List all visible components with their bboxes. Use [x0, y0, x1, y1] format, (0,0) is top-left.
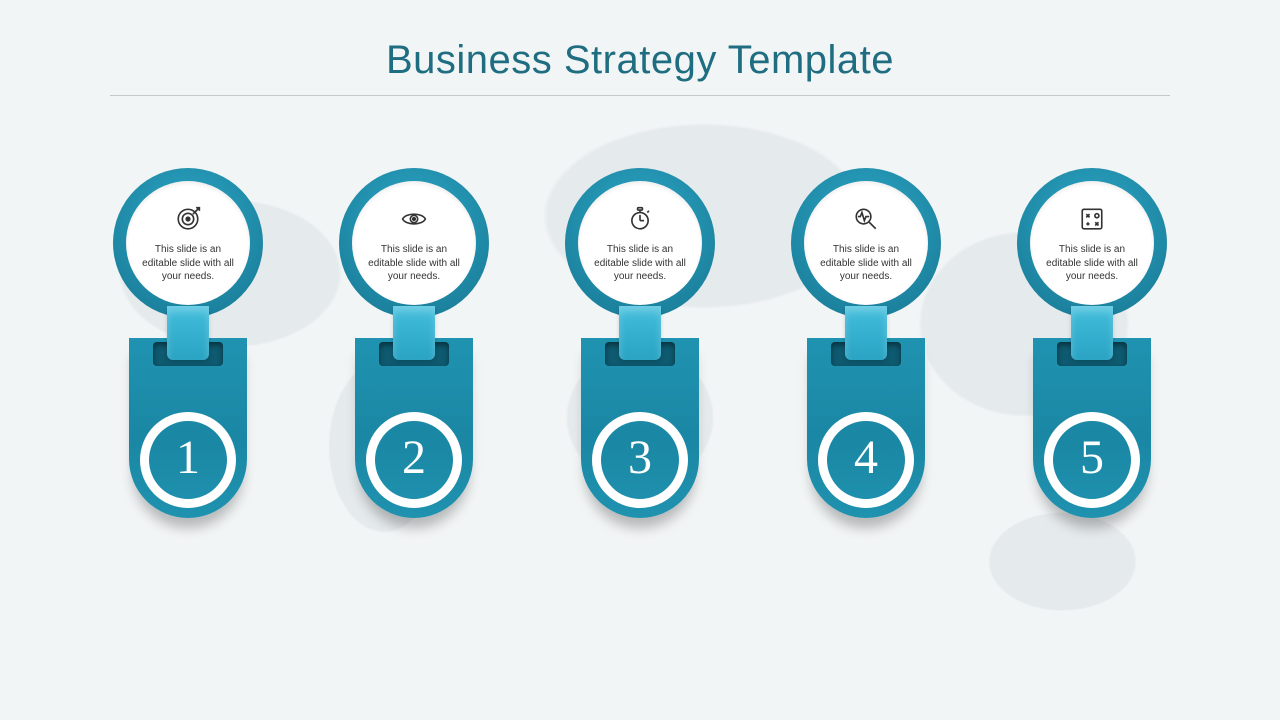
step-1-circle: This slide is an editable slide with all… — [113, 168, 263, 318]
stopwatch-icon — [627, 206, 653, 237]
step-3-number: 3 — [628, 434, 652, 482]
step-2-circle-inner: This slide is an editable slide with all… — [352, 181, 476, 305]
step-2-stem — [393, 306, 435, 360]
step-2-description: This slide is an editable slide with all… — [366, 243, 462, 284]
magnifier-pulse-icon — [853, 206, 879, 237]
step-4-description: This slide is an editable slide with all… — [818, 243, 914, 284]
step-5-stem — [1071, 306, 1113, 360]
page-title: Business Strategy Template — [0, 38, 1280, 83]
step-5-circle-inner: This slide is an editable slide with all… — [1030, 181, 1154, 305]
step-1: This slide is an editable slide with all… — [113, 168, 263, 318]
step-3-circle: This slide is an editable slide with all… — [565, 168, 715, 318]
steps-row: This slide is an editable slide with all… — [0, 168, 1280, 318]
step-5: This slide is an editable slide with all… — [1017, 168, 1167, 318]
step-5-description: This slide is an editable slide with all… — [1044, 243, 1140, 284]
step-2: This slide is an editable slide with all… — [339, 168, 489, 318]
step-4-number-ring: 4 — [818, 412, 914, 508]
strategy-board-icon — [1079, 206, 1105, 237]
step-3-circle-inner: This slide is an editable slide with all… — [578, 181, 702, 305]
step-2-number-ring: 2 — [366, 412, 462, 508]
step-3: This slide is an editable slide with all… — [565, 168, 715, 318]
step-4-number: 4 — [854, 434, 878, 482]
step-3-number-ring: 3 — [592, 412, 688, 508]
step-5-number: 5 — [1080, 434, 1104, 482]
step-3-stem — [619, 306, 661, 360]
step-1-description: This slide is an editable slide with all… — [140, 243, 236, 284]
step-2-circle: This slide is an editable slide with all… — [339, 168, 489, 318]
step-5-circle: This slide is an editable slide with all… — [1017, 168, 1167, 318]
step-1-stem — [167, 306, 209, 360]
title-underline — [110, 95, 1170, 96]
step-1-number-ring: 1 — [140, 412, 236, 508]
step-2-number: 2 — [402, 434, 426, 482]
step-4-circle: This slide is an editable slide with all… — [791, 168, 941, 318]
step-5-number-ring: 5 — [1044, 412, 1140, 508]
title-block: Business Strategy Template — [0, 0, 1280, 96]
step-1-circle-inner: This slide is an editable slide with all… — [126, 181, 250, 305]
step-1-number: 1 — [176, 434, 200, 482]
step-4: This slide is an editable slide with all… — [791, 168, 941, 318]
step-4-stem — [845, 306, 887, 360]
target-icon — [175, 206, 201, 237]
eye-icon — [401, 206, 427, 237]
step-3-description: This slide is an editable slide with all… — [592, 243, 688, 284]
step-4-circle-inner: This slide is an editable slide with all… — [804, 181, 928, 305]
